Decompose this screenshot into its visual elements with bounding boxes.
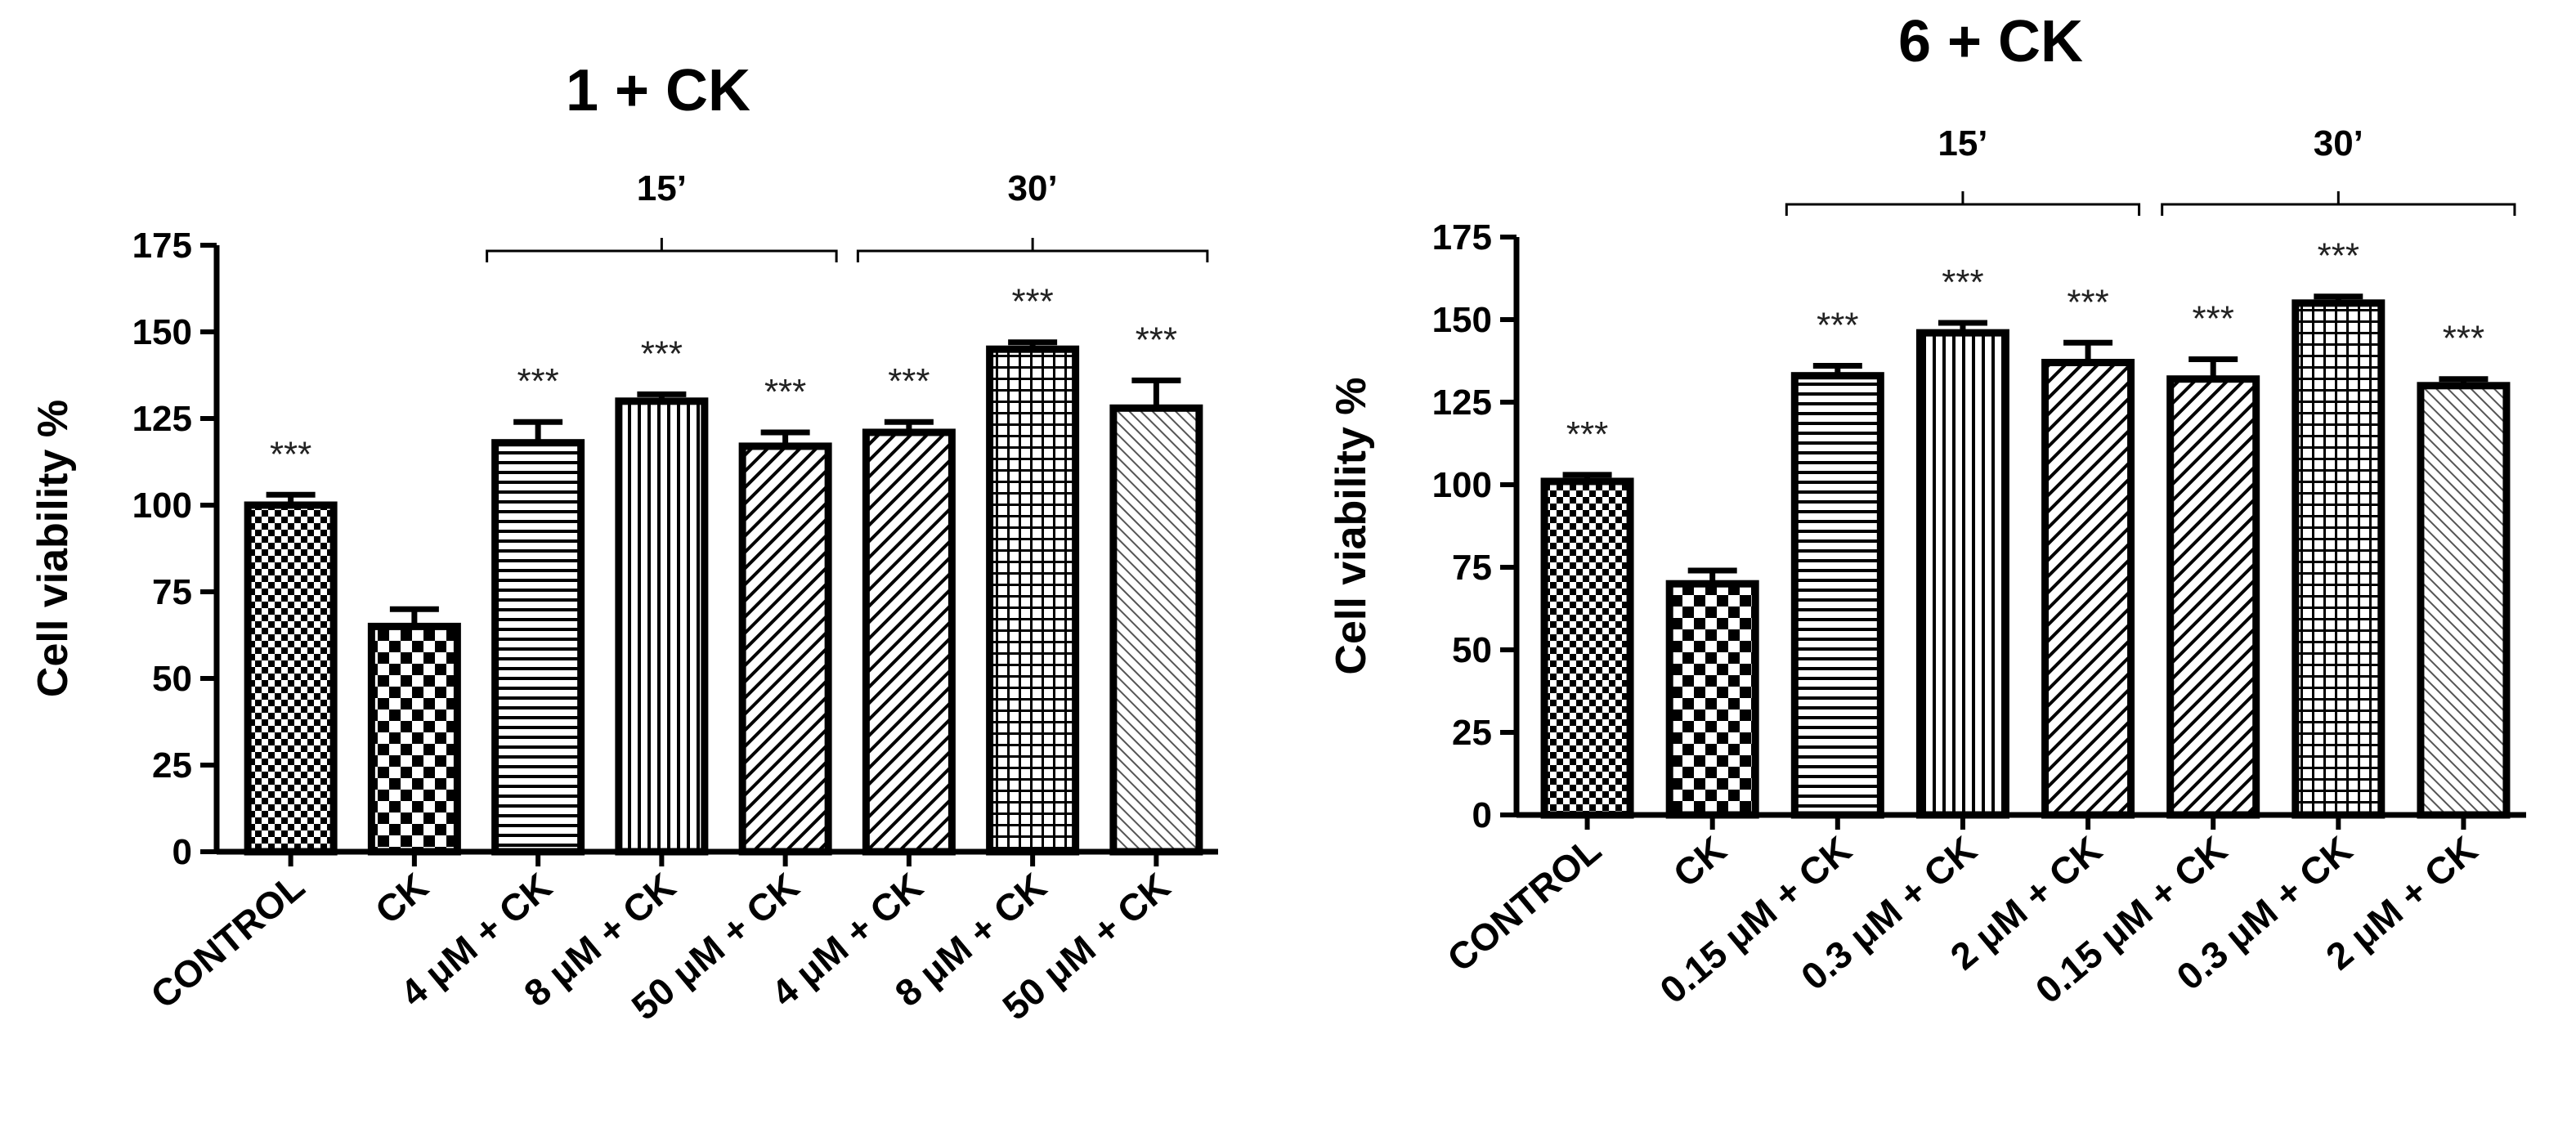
y-axis-label: Cell viability %	[29, 400, 77, 697]
bar	[1540, 477, 1634, 819]
y-tick-label: 25	[1452, 713, 1492, 753]
y-tick-label: 150	[1432, 300, 1492, 340]
bar	[1790, 372, 1884, 819]
significance-marker: ***	[2443, 319, 2484, 359]
error-bar	[389, 606, 439, 627]
y-tick-label: 150	[132, 312, 192, 352]
significance-marker: ***	[1566, 414, 1608, 454]
x-tick-label: CONTROL	[142, 865, 312, 1017]
y-axis-label: Cell viability %	[1328, 377, 1375, 674]
bar	[738, 442, 832, 856]
significance-marker: ***	[764, 372, 806, 412]
significance-marker: ***	[2193, 298, 2234, 338]
significance-marker: ***	[1136, 320, 1177, 360]
group-bracket	[2161, 191, 2516, 216]
significance-marker: ***	[2067, 282, 2108, 322]
y-tick-label: 50	[1452, 630, 1492, 670]
group-label: 30’	[1008, 168, 1058, 208]
bar	[1109, 404, 1203, 856]
significance-marker: ***	[888, 361, 930, 401]
significance-marker: ***	[2318, 236, 2359, 276]
bar	[1665, 580, 1759, 819]
error-bar	[513, 419, 563, 443]
bar	[2292, 299, 2386, 819]
y-tick-label: 25	[152, 745, 192, 786]
bar	[615, 397, 709, 856]
y-tick-label: 75	[152, 572, 192, 612]
error-bar	[1562, 472, 1612, 481]
error-bar	[2314, 293, 2363, 303]
group-label: 15’	[1938, 123, 1987, 163]
chart-title: 6 + CK	[1898, 9, 2083, 74]
error-bar	[2188, 356, 2238, 379]
y-tick-label: 125	[132, 399, 192, 439]
group-label: 30’	[2314, 123, 2363, 163]
bar	[2166, 375, 2260, 819]
bar	[2041, 359, 2135, 819]
y-tick-label: 125	[1432, 383, 1492, 423]
chart-6-ck: 6 + CK Cell viability % 0 25 50 75 100 125 150 17…	[1328, 9, 2526, 1012]
bar	[367, 622, 461, 856]
y-tick-label: 0	[1472, 795, 1492, 835]
significance-marker: ***	[1817, 306, 1858, 346]
error-bar	[1687, 567, 1737, 584]
x-tick-label: CONTROL	[1439, 828, 1609, 980]
y-tick-label: 100	[132, 486, 192, 526]
bar	[491, 439, 585, 856]
group-bracket	[486, 238, 838, 262]
group-label: 15’	[637, 168, 687, 208]
bar	[1915, 329, 2009, 819]
y-tick-label: 50	[152, 659, 192, 699]
significance-marker: ***	[641, 333, 683, 374]
error-bar	[2439, 376, 2489, 386]
error-bar	[1131, 377, 1181, 409]
group-bracket	[856, 238, 1209, 262]
error-bar	[884, 419, 934, 432]
error-bar	[1008, 339, 1058, 350]
y-tick-label: 0	[172, 832, 192, 872]
significance-marker: ***	[517, 361, 558, 401]
error-bar	[1812, 363, 1862, 376]
chart-title: 1 + CK	[566, 58, 750, 123]
significance-marker: ***	[1011, 282, 1053, 322]
y-tick-label: 75	[1452, 548, 1492, 588]
error-bar	[1938, 320, 1987, 333]
significance-marker: ***	[1942, 262, 1983, 302]
group-bracket	[1785, 191, 2141, 216]
error-bar	[2063, 339, 2113, 363]
y-tick-label: 175	[1432, 217, 1492, 257]
y-tick-label: 100	[1432, 465, 1492, 505]
error-bar	[637, 391, 687, 401]
error-bar	[266, 491, 316, 505]
x-tick-label: CK	[1665, 828, 1734, 896]
significance-marker: ***	[270, 434, 311, 474]
error-bar	[760, 429, 810, 446]
bar	[986, 345, 1080, 856]
y-tick-label: 175	[132, 226, 192, 266]
bar	[862, 428, 956, 856]
chart-1-ck: 1 + CK Cell viability % 0 25 50 75 100 125 150 17…	[29, 58, 1218, 1028]
bar	[2417, 382, 2511, 819]
x-tick-label: CK	[367, 865, 436, 933]
bar	[244, 501, 338, 856]
